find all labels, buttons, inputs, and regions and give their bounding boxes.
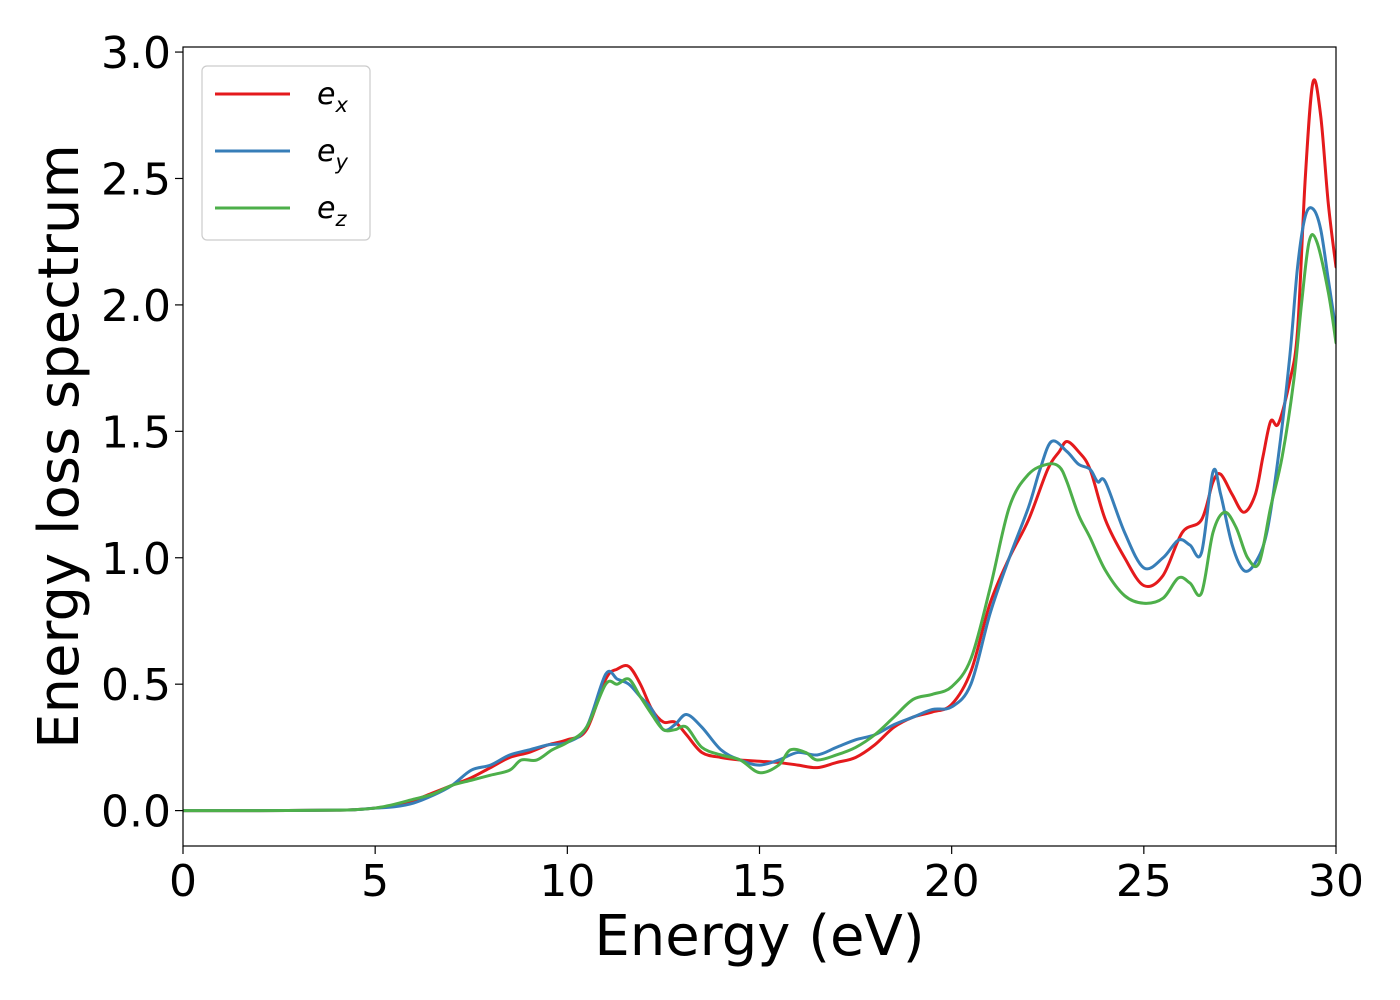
- legend-label-ex: ex: [317, 77, 348, 117]
- x-tick-label: 0: [169, 856, 197, 907]
- legend: ex ey ez: [201, 65, 371, 241]
- y-tick-label: 1.0: [101, 534, 171, 585]
- y-tick-label: 0.5: [101, 660, 171, 711]
- x-tick-label: 30: [1308, 856, 1364, 907]
- x-tick-label: 10: [539, 856, 595, 907]
- x-axis-title: Energy (eV): [594, 904, 924, 969]
- legend-box: [201, 65, 371, 241]
- legend-label-ez: ez: [317, 191, 347, 231]
- series-line-ey: [183, 206, 1336, 813]
- x-tick-label: 20: [924, 856, 980, 907]
- x-tick-label: 25: [1116, 856, 1172, 907]
- x-tick-label: 15: [732, 856, 788, 907]
- series-layer: [183, 78, 1336, 813]
- y-tick-label: 3.0: [101, 28, 171, 79]
- legend-label-ey: ey: [317, 134, 348, 174]
- y-axis: 0.0 0.5 1.0 1.5 2.0 2.5 3.0: [101, 28, 183, 838]
- y-tick-label: 2.0: [101, 281, 171, 332]
- y-axis-title: Energy loss spectrum: [27, 144, 92, 749]
- x-tick-label: 5: [361, 856, 389, 907]
- series-line-ez: [183, 233, 1336, 813]
- series-line-ex: [183, 78, 1336, 813]
- y-tick-label: 2.5: [101, 154, 171, 205]
- y-tick-label: 0.0: [101, 787, 171, 838]
- x-axis: 0 5 10 15 20 25 30: [169, 846, 1364, 907]
- y-tick-label: 1.5: [101, 407, 171, 458]
